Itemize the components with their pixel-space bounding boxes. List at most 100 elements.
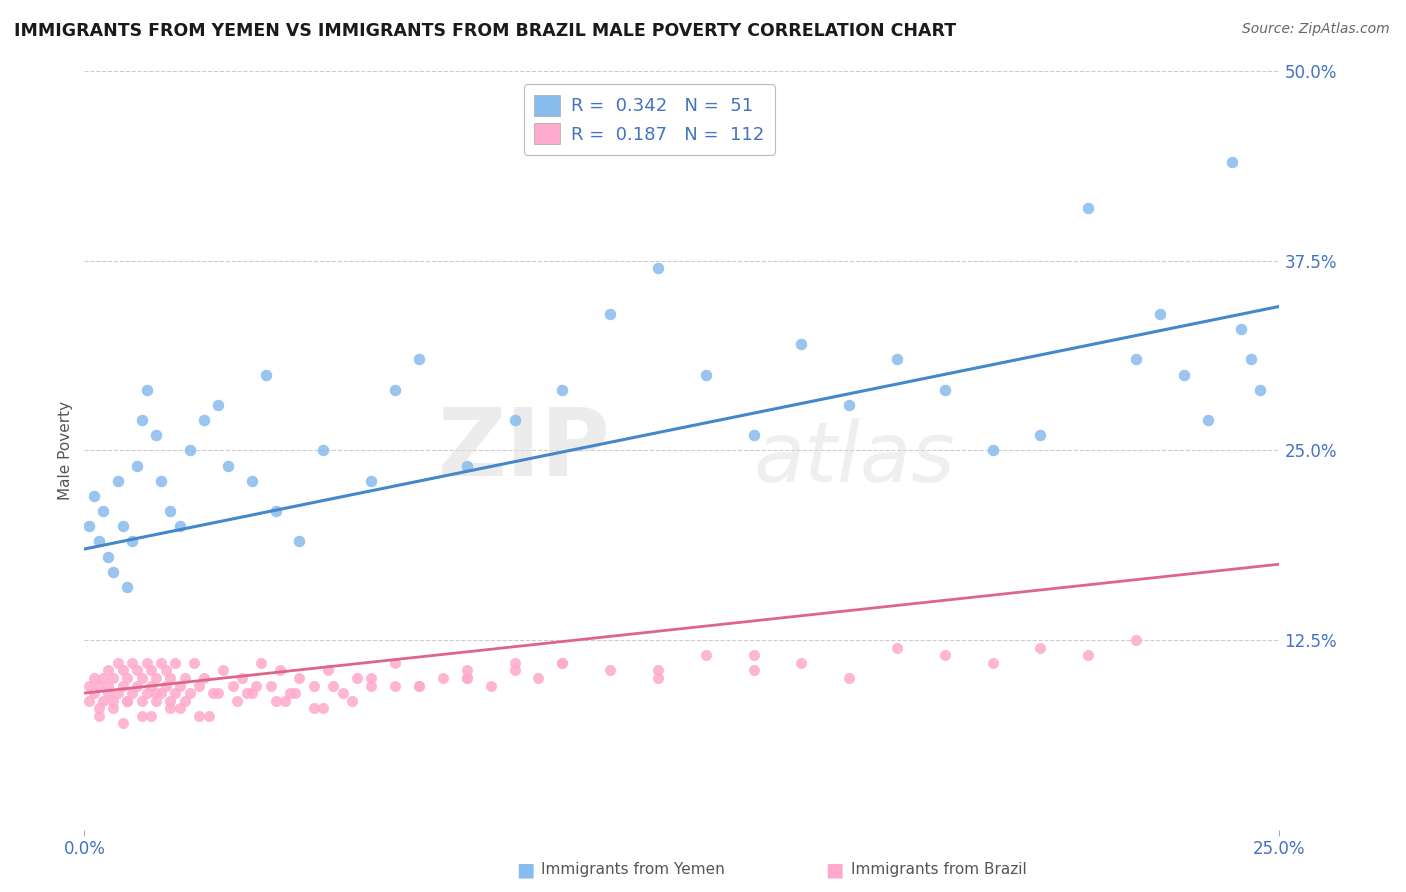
Point <box>125 664 148 678</box>
Text: IMMIGRANTS FROM YEMEN VS IMMIGRANTS FROM BRAZIL MALE POVERTY CORRELATION CHART: IMMIGRANTS FROM YEMEN VS IMMIGRANTS FROM… <box>14 22 956 40</box>
Point <box>312 443 335 458</box>
Point <box>408 678 430 692</box>
Point <box>264 504 287 518</box>
Point <box>169 519 191 533</box>
Point <box>183 656 205 670</box>
Point <box>551 656 574 670</box>
Point <box>107 686 129 700</box>
Point <box>83 489 105 503</box>
Point <box>131 413 153 427</box>
Point <box>155 678 177 692</box>
Point <box>111 664 134 678</box>
Point <box>322 678 344 692</box>
Point <box>934 648 956 662</box>
Point <box>503 413 526 427</box>
Point <box>360 671 382 685</box>
Point <box>193 413 215 427</box>
Point <box>93 504 115 518</box>
Point <box>886 352 908 367</box>
Point <box>1077 648 1099 662</box>
Point <box>1173 368 1195 382</box>
Point <box>117 580 139 594</box>
Point <box>838 671 860 685</box>
Point <box>117 671 139 685</box>
Point <box>226 694 249 708</box>
Point <box>87 678 110 692</box>
Point <box>432 671 454 685</box>
Text: ZIP: ZIP <box>437 404 610 497</box>
Point <box>236 686 259 700</box>
Point <box>217 458 239 473</box>
Point <box>149 474 172 488</box>
Point <box>131 671 153 685</box>
Point <box>695 648 717 662</box>
Point <box>107 474 129 488</box>
Point <box>456 671 478 685</box>
Point <box>302 678 325 692</box>
Point <box>83 686 105 700</box>
Point <box>479 678 502 692</box>
Point <box>456 671 478 685</box>
Point <box>117 694 139 708</box>
Point <box>790 337 813 351</box>
Point <box>107 656 129 670</box>
Point <box>886 640 908 655</box>
Point <box>188 708 211 723</box>
Point <box>159 671 181 685</box>
Point <box>408 678 430 692</box>
Point <box>169 678 191 692</box>
Point <box>141 678 163 692</box>
Point <box>93 694 115 708</box>
Point <box>87 534 110 549</box>
Point <box>503 656 526 670</box>
Point <box>695 368 717 382</box>
Point <box>456 458 478 473</box>
Point <box>135 686 157 700</box>
Point <box>131 708 153 723</box>
Point <box>165 656 187 670</box>
Point <box>149 656 172 670</box>
Point <box>1230 322 1253 336</box>
Text: Source: ZipAtlas.com: Source: ZipAtlas.com <box>1241 22 1389 37</box>
Point <box>221 678 243 692</box>
Point <box>111 716 134 731</box>
Point <box>1125 633 1147 648</box>
Point <box>316 664 339 678</box>
Point <box>254 368 277 382</box>
Point <box>149 686 172 700</box>
Point <box>179 443 201 458</box>
Point <box>1240 352 1263 367</box>
Text: ■: ■ <box>516 860 534 880</box>
Legend: R =  0.342   N =  51, R =  0.187   N =  112: R = 0.342 N = 51, R = 0.187 N = 112 <box>523 84 775 155</box>
Point <box>1149 307 1171 321</box>
Point <box>97 678 120 692</box>
Point <box>346 671 368 685</box>
Point <box>790 656 813 670</box>
Point <box>274 694 297 708</box>
Point <box>145 686 167 700</box>
Point <box>93 671 115 685</box>
Point <box>135 656 157 670</box>
Point <box>197 708 219 723</box>
Point <box>121 534 143 549</box>
Point <box>384 656 406 670</box>
Point <box>97 664 120 678</box>
Point <box>250 656 273 670</box>
Point <box>647 664 669 678</box>
Point <box>647 261 669 276</box>
Point <box>159 504 181 518</box>
Point <box>159 694 181 708</box>
Point <box>173 694 195 708</box>
Point <box>173 671 195 685</box>
Point <box>111 519 134 533</box>
Point <box>240 474 263 488</box>
Point <box>111 678 134 692</box>
Point <box>141 708 163 723</box>
Point <box>1125 352 1147 367</box>
Point <box>87 708 110 723</box>
Point <box>527 671 550 685</box>
Point <box>599 664 621 678</box>
Point <box>202 686 225 700</box>
Point <box>269 664 291 678</box>
Point <box>288 671 311 685</box>
